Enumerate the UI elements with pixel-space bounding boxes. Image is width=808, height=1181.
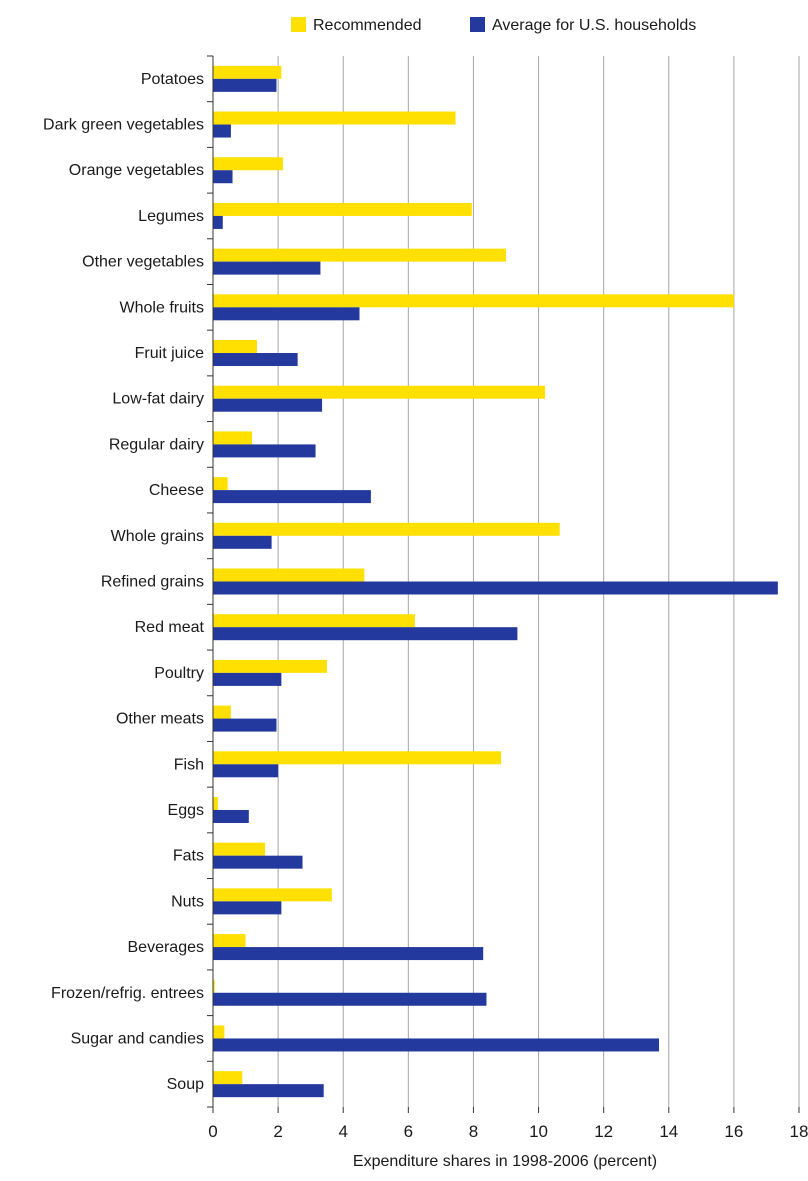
bar-household-average	[213, 809, 249, 823]
bar-recommended	[213, 979, 215, 993]
category-label: Dark green vegetables	[43, 117, 204, 134]
category-label: Whole grains	[111, 528, 204, 545]
category-label: Soup	[167, 1076, 204, 1093]
bar-recommended	[213, 842, 266, 856]
x-axis-title: Expenditure shares in 1998-2006 (percent…	[353, 1153, 657, 1170]
x-tick-label: 10	[529, 1122, 548, 1141]
bar-household-average	[213, 444, 316, 458]
category-label: Fats	[173, 848, 204, 865]
x-tick-label: 12	[594, 1122, 613, 1141]
bar-household-average	[213, 307, 360, 321]
category-label: Potatoes	[141, 71, 204, 88]
bar-household-average	[213, 78, 277, 92]
category-label: Low-fat dairy	[112, 391, 204, 408]
bar-household-average	[213, 947, 484, 961]
category-label: Nuts	[171, 893, 204, 910]
bar-recommended	[213, 934, 246, 948]
legend-label: Average for U.S. households	[492, 17, 696, 34]
category-label: Beverages	[128, 939, 205, 956]
bars	[213, 65, 778, 1098]
category-label: Frozen/refrig. entrees	[51, 985, 204, 1002]
bar-household-average	[213, 581, 778, 595]
bar-household-average	[213, 764, 279, 778]
category-label: Other vegetables	[82, 254, 204, 271]
bar-recommended	[213, 111, 456, 125]
x-tick-label: 16	[724, 1122, 743, 1141]
bar-recommended	[213, 157, 283, 171]
bar-recommended	[213, 568, 365, 582]
x-tick-label: 4	[338, 1122, 347, 1141]
bar-recommended	[213, 659, 327, 673]
category-label: Poultry	[154, 665, 204, 682]
bar-recommended	[213, 65, 282, 79]
category-label: Red meat	[135, 619, 205, 636]
category-label: Whole fruits	[120, 299, 204, 316]
bar-recommended	[213, 614, 415, 628]
bar-recommended	[213, 522, 560, 536]
x-tick-label: 6	[404, 1122, 413, 1141]
category-label: Orange vegetables	[69, 162, 204, 179]
bar-household-average	[213, 535, 272, 549]
category-label: Legumes	[138, 208, 204, 225]
bar-household-average	[213, 215, 223, 229]
x-tick-label: 0	[208, 1122, 217, 1141]
bar-recommended	[213, 431, 253, 445]
bar-household-average	[213, 672, 282, 686]
x-tick-label: 18	[790, 1122, 808, 1141]
legend: Recommended Average for U.S. households	[291, 17, 696, 34]
x-tick-label: 2	[273, 1122, 282, 1141]
axes: 0 2 4 6 8 10 12 14 16 18 Potatoes Dark green vegeta…	[43, 55, 808, 1141]
bar-recommended	[213, 248, 506, 262]
bar-household-average	[213, 170, 233, 184]
bar-household-average	[213, 718, 277, 732]
legend-swatch	[291, 17, 306, 32]
bar-household-average	[213, 855, 303, 869]
bar-household-average	[213, 1038, 660, 1052]
category-label: Cheese	[149, 482, 204, 499]
category-label: Regular dairy	[109, 436, 204, 453]
category-label: Fish	[174, 756, 204, 773]
bar-household-average	[213, 1084, 324, 1098]
bar-recommended	[213, 477, 228, 491]
category-label: Refined grains	[101, 574, 204, 591]
x-tick-label: 8	[469, 1122, 478, 1141]
legend-swatch	[470, 17, 485, 32]
bar-recommended	[213, 888, 332, 902]
bar-household-average	[213, 627, 518, 641]
bar-recommended	[213, 796, 218, 810]
x-tick-label: 14	[659, 1122, 678, 1141]
bar-recommended	[213, 340, 257, 354]
category-label: Other meats	[116, 711, 204, 728]
bar-recommended	[213, 385, 546, 399]
bar-household-average	[213, 353, 298, 367]
legend-label: Recommended	[313, 17, 422, 34]
bar-household-average	[213, 261, 321, 275]
bar-recommended	[213, 1025, 225, 1039]
bar-recommended	[213, 294, 734, 308]
bar-household-average	[213, 901, 282, 915]
bar-recommended	[213, 202, 472, 216]
bar-household-average	[213, 398, 323, 412]
bar-household-average	[213, 490, 371, 504]
category-label: Eggs	[168, 802, 204, 819]
bar-recommended	[213, 1071, 243, 1085]
bar-recommended	[213, 751, 502, 765]
bar-recommended	[213, 705, 231, 719]
category-label: Sugar and candies	[71, 1030, 204, 1047]
category-label: Fruit juice	[135, 345, 204, 362]
bar-household-average	[213, 124, 231, 138]
bar-household-average	[213, 992, 487, 1006]
